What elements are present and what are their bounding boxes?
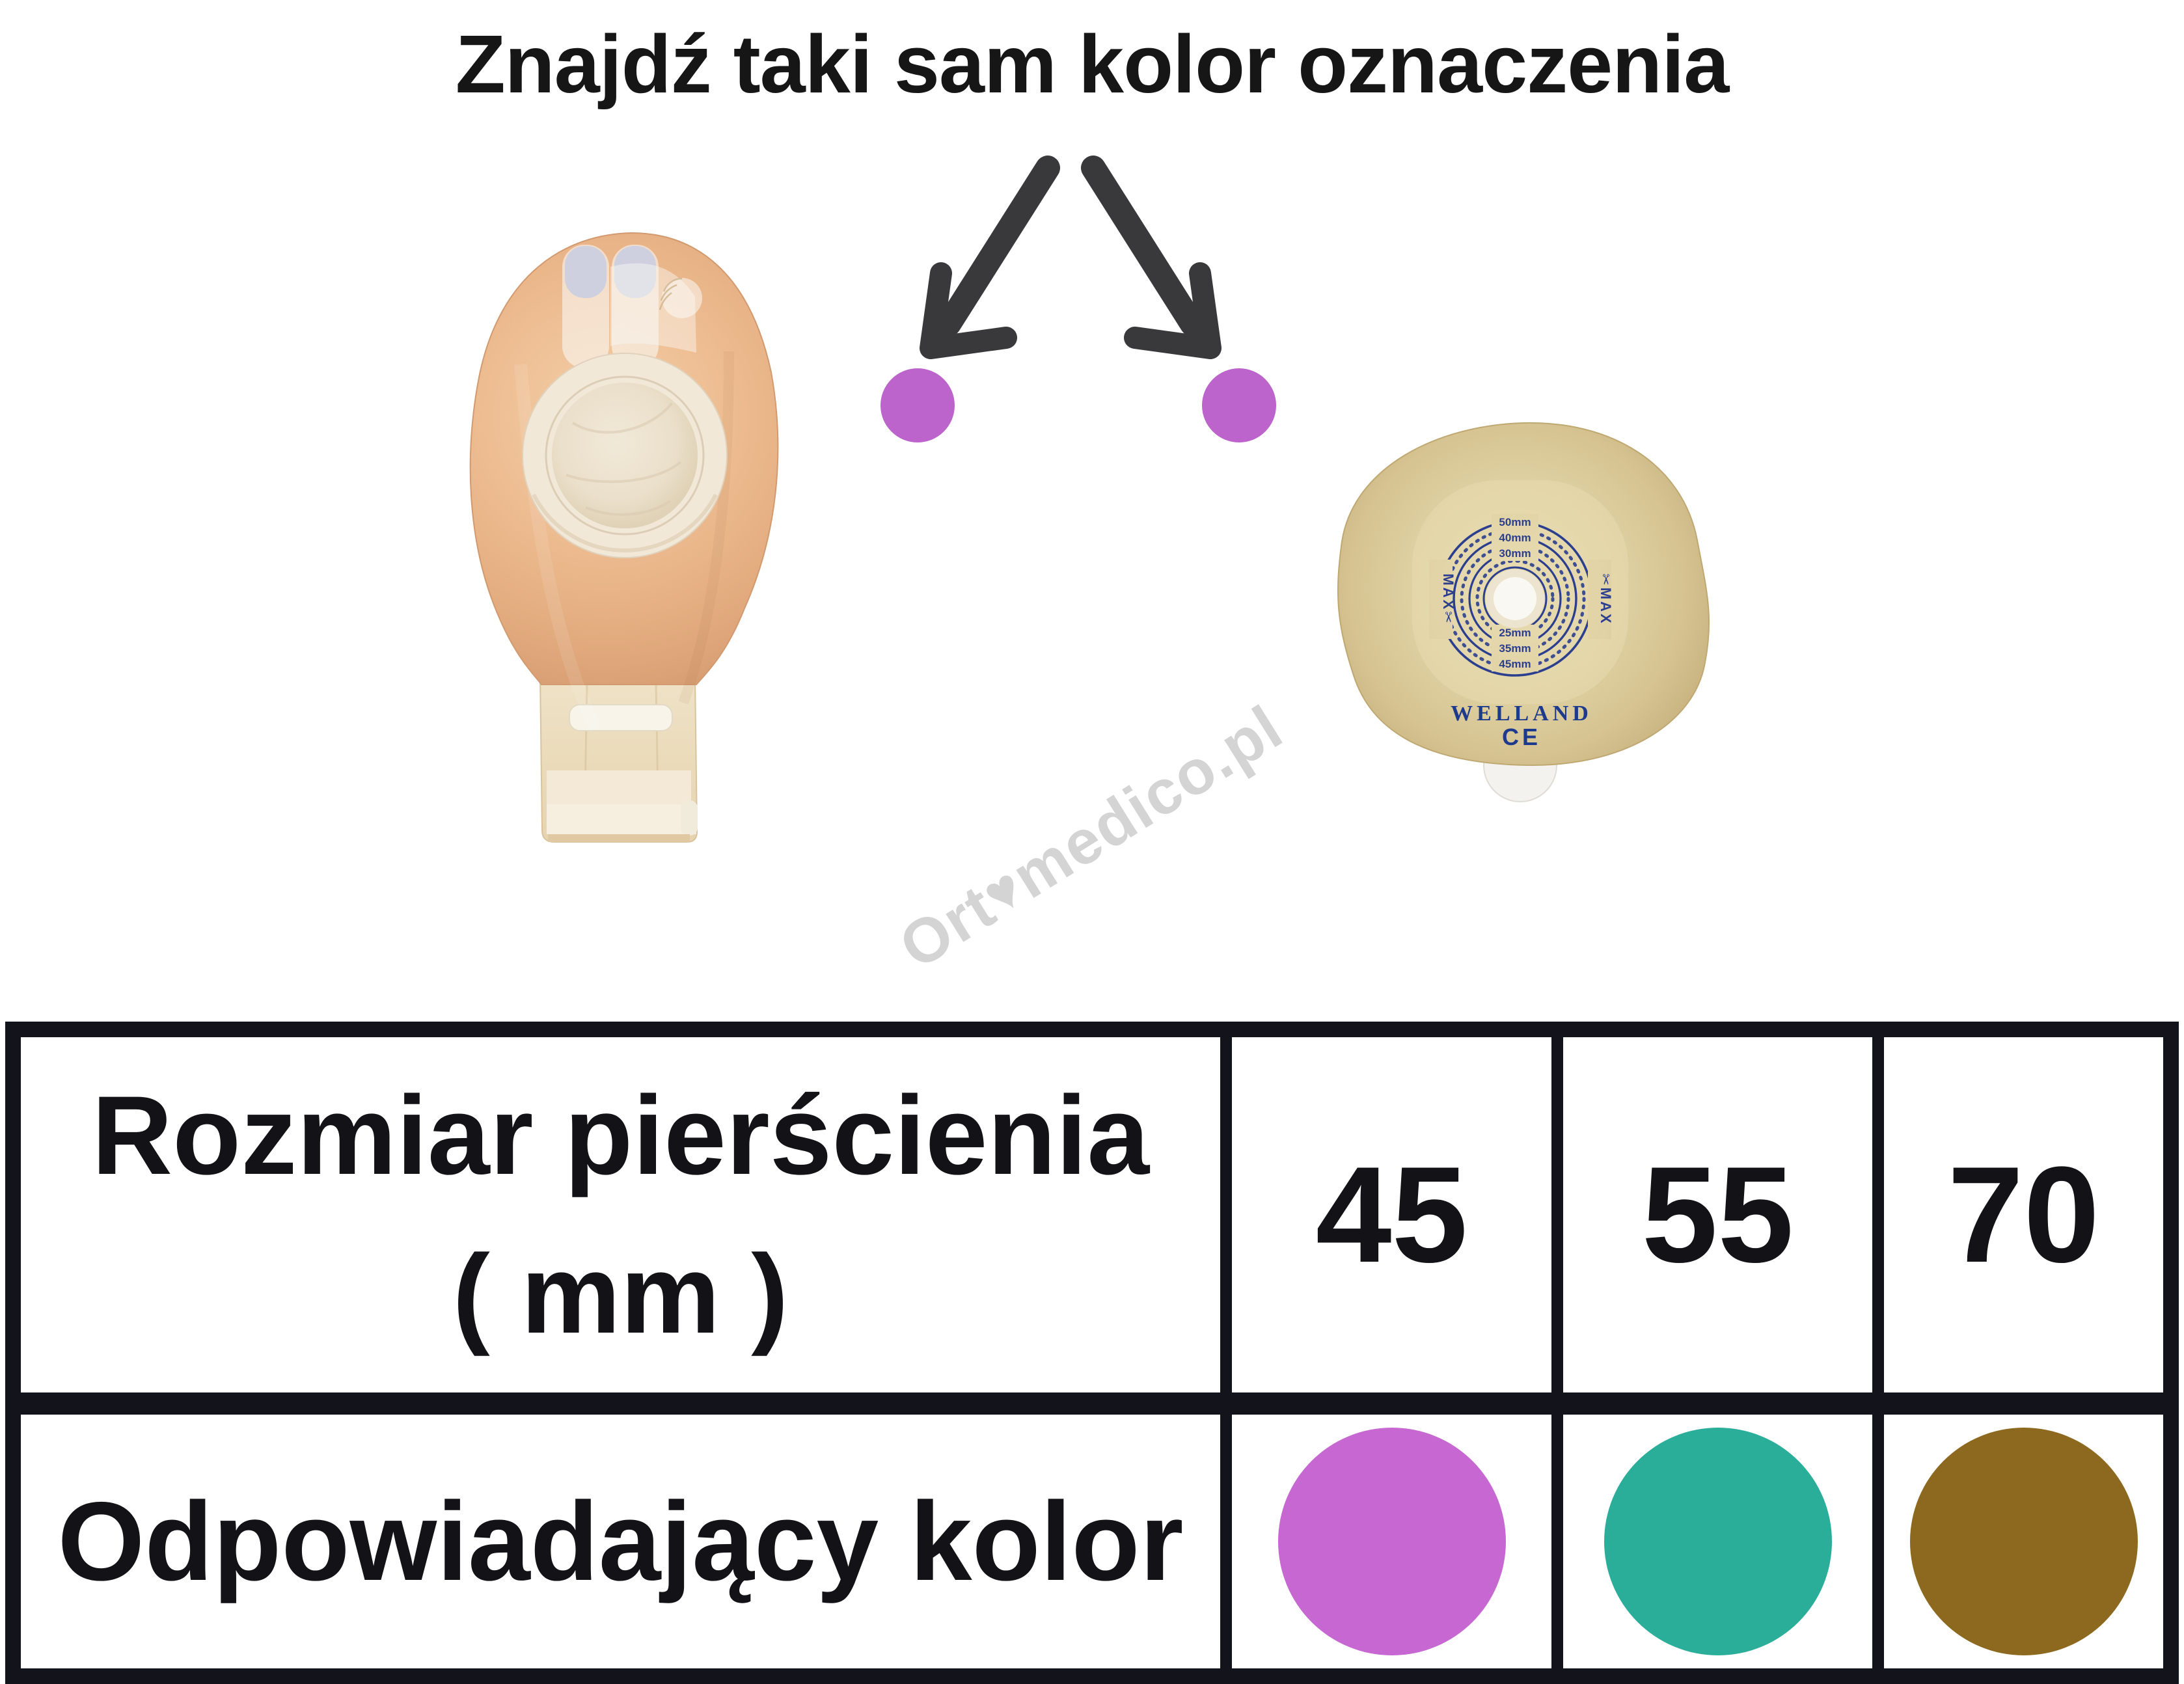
table-color-cell-70 — [1884, 1415, 2163, 1668]
max-label-left: MAX✂ — [1440, 573, 1456, 625]
size-color-table: Rozmiar pierścienia ( mm ) 45 55 70 Odpo… — [5, 1022, 2179, 1684]
page-title: Znajdź taki sam kolor oznaczenia — [455, 18, 1730, 110]
watermark: Ort♥medico.pl — [824, 652, 1359, 1023]
color-swatch-brown — [1909, 1428, 2138, 1655]
guide-label-50mm: 50mm — [1499, 516, 1531, 528]
sleeve-fold-band — [547, 770, 691, 804]
guide-label-40mm: 40mm — [1499, 532, 1531, 544]
max-label-right: ✂MAX — [1598, 573, 1614, 625]
ce-mark: CE — [1502, 724, 1541, 750]
color-swatch-teal — [1604, 1428, 1832, 1655]
watermark-text-end: medico.pl — [1000, 692, 1295, 912]
matching-color-label: Odpowiadający kolor — [57, 1478, 1184, 1604]
coupling-ring — [522, 353, 728, 558]
color-dot-left — [880, 368, 955, 442]
table-size-45: 45 — [1232, 1037, 1551, 1392]
table-header-ring-size: Rozmiar pierścienia ( mm ) — [21, 1037, 1220, 1392]
color-swatch-purple — [1277, 1428, 1506, 1655]
arrow-down-right-icon — [1081, 156, 1222, 359]
ring-window — [552, 383, 698, 528]
ring-size-label-line1: Rozmiar pierścienia — [91, 1072, 1150, 1198]
table-size-70: 70 — [1884, 1037, 2163, 1392]
arrow-down-left-icon — [920, 156, 1060, 359]
ring-size-label-line2: ( mm ) — [452, 1232, 789, 1357]
film-emboss-circle — [659, 277, 702, 318]
table-row-matching-color: Odpowiadający kolor — [21, 1415, 1220, 1668]
annotation-arrows — [920, 156, 1222, 359]
guide-label-35mm: 35mm — [1499, 642, 1531, 655]
table-color-cell-45 — [1232, 1415, 1551, 1668]
stoma-hole — [1486, 569, 1544, 628]
table-color-cell-55 — [1563, 1415, 1872, 1668]
guide-label-25mm: 25mm — [1499, 627, 1531, 639]
ostomy-baseplate-image: 50mm 40mm 30mm 25mm 35mm 45mm MAX✂ ✂MAX … — [1337, 422, 1710, 802]
velcro-strip — [569, 704, 673, 731]
pouch-outlet-sleeve — [539, 676, 698, 843]
guide-label-45mm: 45mm — [1499, 658, 1531, 670]
color-dot-right — [1202, 368, 1276, 442]
brand-text: WELLAND — [1451, 701, 1592, 726]
guide-label-30mm: 30mm — [1499, 547, 1531, 560]
table-size-55: 55 — [1563, 1037, 1872, 1392]
ostomy-pouch-image — [469, 232, 779, 843]
